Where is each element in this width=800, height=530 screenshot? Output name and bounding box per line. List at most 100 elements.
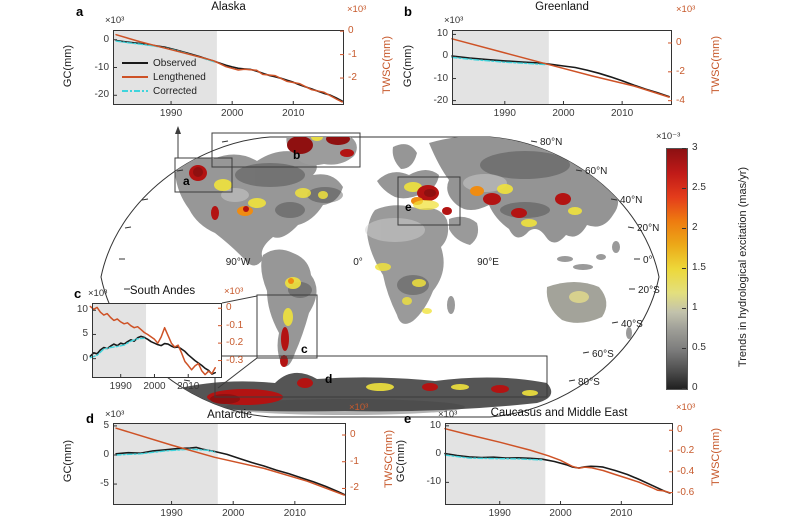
series-line-observed xyxy=(89,335,216,375)
colorbar-tick-label: 1 xyxy=(692,302,698,313)
region-box-label-b: b xyxy=(293,148,300,162)
lat-label: 40°S xyxy=(621,319,643,330)
right-axis-label-b: TWSC(mm) xyxy=(710,35,722,95)
lat-label: 0° xyxy=(643,255,653,266)
region-box-b xyxy=(211,132,361,168)
colorbar-tick-label: 1.5 xyxy=(692,262,706,273)
plot-antarctic: 1990 2000 2010 5 0 -5 0 -1 -2 xyxy=(100,420,359,519)
region-box-a xyxy=(174,157,233,193)
colorbar-tick-label: 2 xyxy=(692,222,698,233)
colorbar-tick-mark xyxy=(682,308,686,309)
callout-lines xyxy=(175,126,258,389)
tick-label: 10 xyxy=(76,304,88,316)
panel-letter-b: b xyxy=(404,4,412,19)
left-axis-label-d: GC(mm) xyxy=(62,439,74,483)
tick-label: -4 xyxy=(676,94,685,106)
right-axis-scale-a: ×10³ xyxy=(347,4,367,15)
tick-label: -0.2 xyxy=(226,337,244,349)
left-axis-label-e: GC(mm) xyxy=(395,439,407,483)
tick-label: 0 xyxy=(442,50,448,62)
left-axis-scale-d: ×10³ xyxy=(105,409,125,420)
graticule-ticks xyxy=(119,140,640,382)
legend-label: Corrected xyxy=(153,85,197,97)
tick-label: 0 xyxy=(226,302,232,314)
colorbar-tick-label: 0.5 xyxy=(692,342,706,353)
plot-south-andes: 1990 2000 2010 10 5 0 0 -0.1 -0.2 -0.3 xyxy=(77,302,243,392)
lon-label-90e: 90°E xyxy=(477,257,499,268)
right-axis-label-e: TWSC(mm) xyxy=(710,427,722,487)
tick-label: 2000 xyxy=(221,108,244,119)
panel-title-c: South Andes xyxy=(129,285,196,297)
tick-label: 2010 xyxy=(177,381,200,392)
right-axis-scale-e: ×10³ xyxy=(676,402,696,413)
region-box-label-d: d xyxy=(325,372,332,386)
series-line-corrected xyxy=(444,454,544,461)
tick-label: -5 xyxy=(100,478,109,490)
tick-label: 0 xyxy=(350,429,356,441)
tick-label: 2000 xyxy=(552,108,575,119)
lat-label: 80°N xyxy=(540,137,562,148)
right-axis-label-d: TWSC(mm) xyxy=(383,429,395,489)
legend-label: Observed xyxy=(153,57,197,69)
region-box-label-a: a xyxy=(183,174,190,188)
legend-item-observed: Observed xyxy=(122,56,206,70)
tick-label: 1990 xyxy=(109,381,132,392)
plot-caucasus: 1990 2000 2010 10 0 -10 0 -0.2 -0.4 -0.6 xyxy=(427,420,695,519)
tick-label: 5 xyxy=(82,328,88,340)
left-axis-scale-b: ×10³ xyxy=(444,15,464,26)
corrected-line-sample xyxy=(122,90,148,92)
panel-title-d: Antarctic xyxy=(207,409,252,421)
right-axis-scale-d: ×10³ xyxy=(349,402,369,413)
tick-label: 0 xyxy=(348,25,354,37)
left-axis-label-a: GC(mm) xyxy=(62,44,74,88)
tick-label: 2000 xyxy=(222,508,245,519)
colorbar-tick-mark xyxy=(682,148,686,149)
panel-title-a: Alaska xyxy=(211,1,246,13)
colorbar-tick-mark xyxy=(682,348,686,349)
tick-label: -0.2 xyxy=(677,445,695,457)
series-line-lengthened xyxy=(451,38,670,98)
left-axis-scale-c: ×10³ xyxy=(88,288,108,299)
tick-label: 0 xyxy=(435,448,441,460)
panel-letter-a: a xyxy=(76,4,84,19)
tick-label: -2 xyxy=(350,482,359,494)
colorbar-scale: ×10⁻³ xyxy=(656,131,681,142)
tick-label: 0 xyxy=(103,33,109,45)
lat-label: 60°S xyxy=(592,349,614,360)
tick-label: -1 xyxy=(350,455,359,467)
tick-label: 10 xyxy=(436,28,448,40)
series-line-corrected xyxy=(451,56,547,66)
tick-label: -0.1 xyxy=(226,319,244,331)
tick-label: -0.4 xyxy=(677,465,695,477)
legend-label: Lengthened xyxy=(153,71,206,83)
panel-title-b: Greenland xyxy=(535,1,589,13)
tick-label: -10 xyxy=(426,476,441,488)
series-line-observed xyxy=(451,55,670,98)
tick-label: 2010 xyxy=(610,508,633,519)
lat-label: 40°N xyxy=(620,195,642,206)
tick-label: 2000 xyxy=(143,381,166,392)
plot-greenland: 1990 2000 2010 10 0 -10 -20 0 -2 -4 xyxy=(434,28,685,119)
right-axis-scale-b: ×10³ xyxy=(676,4,696,15)
left-axis-scale-e: ×10³ xyxy=(438,409,458,420)
colorbar-tick-mark xyxy=(682,388,686,389)
observed-line-sample xyxy=(122,62,148,64)
left-axis-label-b: GC(mm) xyxy=(402,44,414,88)
tick-label: -2 xyxy=(676,65,685,77)
panel-title-e: Caucasus and Middle East xyxy=(490,407,628,419)
colorbar-tick-label: 3 xyxy=(692,142,698,153)
colorbar xyxy=(666,148,688,390)
tick-label: 1990 xyxy=(493,108,516,119)
legend: Observed Lengthened Corrected xyxy=(122,56,206,98)
tick-label: -0.6 xyxy=(677,486,695,498)
panel-letter-d: d xyxy=(86,411,94,426)
series-line-corrected xyxy=(89,337,145,359)
region-box-label-c: c xyxy=(301,342,308,356)
tick-label: 5 xyxy=(103,419,109,431)
region-box-e xyxy=(397,176,461,226)
tick-label: 1990 xyxy=(160,508,183,519)
tick-label: 0 xyxy=(677,424,683,436)
tick-label: -1 xyxy=(348,48,357,60)
tick-label: 2010 xyxy=(283,508,306,519)
series-line-lengthened xyxy=(115,427,345,496)
